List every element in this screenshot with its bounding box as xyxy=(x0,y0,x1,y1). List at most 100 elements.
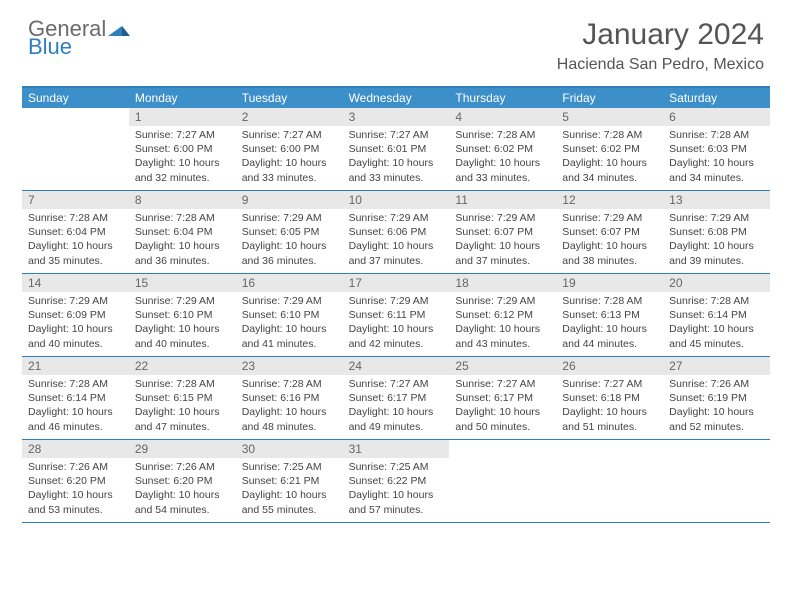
day-body: Sunrise: 7:29 AMSunset: 6:08 PMDaylight:… xyxy=(663,209,770,272)
day-cell: 20Sunrise: 7:28 AMSunset: 6:14 PMDayligh… xyxy=(663,274,770,356)
day-line: Sunset: 6:07 PM xyxy=(562,225,657,239)
day-line: Daylight: 10 hours xyxy=(562,322,657,336)
day-cell: 2Sunrise: 7:27 AMSunset: 6:00 PMDaylight… xyxy=(236,108,343,190)
day-line: Daylight: 10 hours xyxy=(669,156,764,170)
day-cell: 14Sunrise: 7:29 AMSunset: 6:09 PMDayligh… xyxy=(22,274,129,356)
day-body: Sunrise: 7:28 AMSunset: 6:14 PMDaylight:… xyxy=(22,375,129,438)
day-line: Daylight: 10 hours xyxy=(455,239,550,253)
day-line: Sunrise: 7:28 AM xyxy=(135,211,230,225)
title-block: January 2024 Hacienda San Pedro, Mexico xyxy=(557,18,764,74)
day-body: Sunrise: 7:28 AMSunset: 6:02 PMDaylight:… xyxy=(449,126,556,189)
day-line: Daylight: 10 hours xyxy=(28,322,123,336)
day-line: Sunset: 6:14 PM xyxy=(669,308,764,322)
day-line: Sunrise: 7:29 AM xyxy=(349,211,444,225)
day-number: 6 xyxy=(663,108,770,126)
day-line: Sunset: 6:16 PM xyxy=(242,391,337,405)
day-number: 28 xyxy=(22,440,129,458)
logo-word-2: Blue xyxy=(28,34,72,59)
day-number: 26 xyxy=(556,357,663,375)
day-body: Sunrise: 7:26 AMSunset: 6:20 PMDaylight:… xyxy=(129,458,236,521)
day-line: Sunrise: 7:29 AM xyxy=(28,294,123,308)
day-body: Sunrise: 7:28 AMSunset: 6:16 PMDaylight:… xyxy=(236,375,343,438)
day-line: and 35 minutes. xyxy=(28,254,123,268)
day-line: and 37 minutes. xyxy=(349,254,444,268)
day-number xyxy=(663,440,770,458)
day-number: 20 xyxy=(663,274,770,292)
calendar: SundayMondayTuesdayWednesdayThursdayFrid… xyxy=(22,86,770,523)
day-line: Sunset: 6:15 PM xyxy=(135,391,230,405)
day-line: Sunrise: 7:29 AM xyxy=(562,211,657,225)
week-row: 7Sunrise: 7:28 AMSunset: 6:04 PMDaylight… xyxy=(22,191,770,274)
day-cell: 3Sunrise: 7:27 AMSunset: 6:01 PMDaylight… xyxy=(343,108,450,190)
day-cell xyxy=(449,440,556,522)
day-line: and 43 minutes. xyxy=(455,337,550,351)
day-line: and 32 minutes. xyxy=(135,171,230,185)
day-cell: 18Sunrise: 7:29 AMSunset: 6:12 PMDayligh… xyxy=(449,274,556,356)
day-line: Sunrise: 7:28 AM xyxy=(242,377,337,391)
day-cell: 30Sunrise: 7:25 AMSunset: 6:21 PMDayligh… xyxy=(236,440,343,522)
day-number: 11 xyxy=(449,191,556,209)
day-line: Sunrise: 7:25 AM xyxy=(349,460,444,474)
day-line: Sunrise: 7:28 AM xyxy=(28,377,123,391)
day-body: Sunrise: 7:28 AMSunset: 6:04 PMDaylight:… xyxy=(129,209,236,272)
day-line: Sunrise: 7:28 AM xyxy=(669,294,764,308)
day-line: Sunrise: 7:27 AM xyxy=(242,128,337,142)
day-line: Sunset: 6:10 PM xyxy=(242,308,337,322)
day-number: 3 xyxy=(343,108,450,126)
day-line: and 48 minutes. xyxy=(242,420,337,434)
header: General Blue January 2024 Hacienda San P… xyxy=(0,0,792,82)
day-line: Sunrise: 7:25 AM xyxy=(242,460,337,474)
day-line: and 40 minutes. xyxy=(135,337,230,351)
day-line: Sunset: 6:10 PM xyxy=(135,308,230,322)
day-line: Sunrise: 7:27 AM xyxy=(562,377,657,391)
day-line: Daylight: 10 hours xyxy=(349,156,444,170)
day-line: and 47 minutes. xyxy=(135,420,230,434)
day-line: Sunrise: 7:28 AM xyxy=(562,294,657,308)
day-line: and 42 minutes. xyxy=(349,337,444,351)
day-cell xyxy=(22,108,129,190)
day-line: Sunset: 6:06 PM xyxy=(349,225,444,239)
day-body: Sunrise: 7:28 AMSunset: 6:15 PMDaylight:… xyxy=(129,375,236,438)
day-line: and 53 minutes. xyxy=(28,503,123,517)
day-number: 7 xyxy=(22,191,129,209)
day-number: 25 xyxy=(449,357,556,375)
day-cell: 25Sunrise: 7:27 AMSunset: 6:17 PMDayligh… xyxy=(449,357,556,439)
day-body: Sunrise: 7:27 AMSunset: 6:17 PMDaylight:… xyxy=(449,375,556,438)
day-number: 22 xyxy=(129,357,236,375)
day-line: Sunset: 6:19 PM xyxy=(669,391,764,405)
day-number: 1 xyxy=(129,108,236,126)
day-line: Daylight: 10 hours xyxy=(135,156,230,170)
day-body: Sunrise: 7:27 AMSunset: 6:00 PMDaylight:… xyxy=(236,126,343,189)
day-line: Daylight: 10 hours xyxy=(562,405,657,419)
day-line: Daylight: 10 hours xyxy=(562,239,657,253)
day-line: Sunset: 6:14 PM xyxy=(28,391,123,405)
dow-cell: Monday xyxy=(129,88,236,108)
day-number: 15 xyxy=(129,274,236,292)
day-line: Daylight: 10 hours xyxy=(28,405,123,419)
day-line: Sunset: 6:01 PM xyxy=(349,142,444,156)
day-line: and 37 minutes. xyxy=(455,254,550,268)
day-body: Sunrise: 7:28 AMSunset: 6:02 PMDaylight:… xyxy=(556,126,663,189)
day-line: Sunset: 6:17 PM xyxy=(455,391,550,405)
day-line: Daylight: 10 hours xyxy=(349,239,444,253)
day-line: Sunset: 6:20 PM xyxy=(135,474,230,488)
day-line: Sunset: 6:03 PM xyxy=(669,142,764,156)
day-body: Sunrise: 7:27 AMSunset: 6:18 PMDaylight:… xyxy=(556,375,663,438)
day-line: Daylight: 10 hours xyxy=(455,322,550,336)
day-body xyxy=(449,458,556,464)
day-number xyxy=(449,440,556,458)
day-cell: 28Sunrise: 7:26 AMSunset: 6:20 PMDayligh… xyxy=(22,440,129,522)
day-line: and 33 minutes. xyxy=(455,171,550,185)
day-number xyxy=(22,108,129,126)
day-cell: 21Sunrise: 7:28 AMSunset: 6:14 PMDayligh… xyxy=(22,357,129,439)
day-line: Sunset: 6:05 PM xyxy=(242,225,337,239)
week-row: 1Sunrise: 7:27 AMSunset: 6:00 PMDaylight… xyxy=(22,108,770,191)
day-line: and 50 minutes. xyxy=(455,420,550,434)
day-body: Sunrise: 7:27 AMSunset: 6:01 PMDaylight:… xyxy=(343,126,450,189)
day-line: and 54 minutes. xyxy=(135,503,230,517)
day-body: Sunrise: 7:29 AMSunset: 6:06 PMDaylight:… xyxy=(343,209,450,272)
day-cell: 5Sunrise: 7:28 AMSunset: 6:02 PMDaylight… xyxy=(556,108,663,190)
day-number: 29 xyxy=(129,440,236,458)
day-line: and 46 minutes. xyxy=(28,420,123,434)
day-cell: 22Sunrise: 7:28 AMSunset: 6:15 PMDayligh… xyxy=(129,357,236,439)
